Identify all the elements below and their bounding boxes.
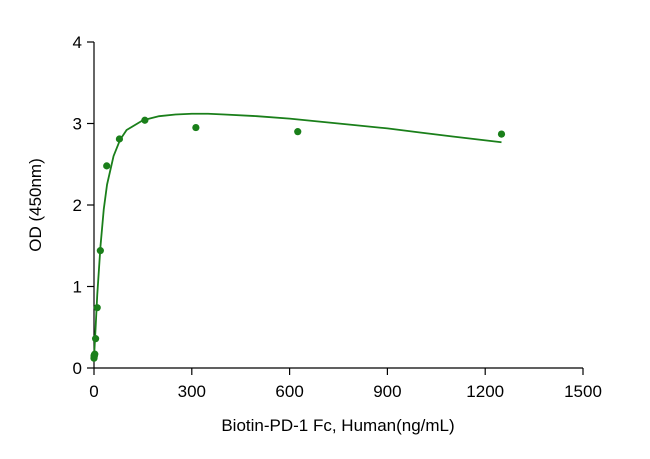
plot-area — [90, 112, 506, 362]
data-point — [141, 116, 149, 124]
y-tick-label: 3 — [73, 115, 82, 134]
data-point — [103, 162, 111, 170]
x-tick-label: 600 — [275, 382, 303, 401]
data-point — [294, 128, 302, 136]
x-tick-label: 300 — [178, 382, 206, 401]
y-tick-label: 2 — [73, 196, 82, 215]
fit-curve — [93, 112, 502, 359]
x-tick-label: 0 — [89, 382, 98, 401]
x-axis-label: Biotin-PD-1 Fc, Human(ng/mL) — [221, 416, 454, 435]
data-point — [91, 350, 99, 358]
y-axis-label: OD (450nm) — [26, 158, 45, 252]
x-tick-label: 900 — [373, 382, 401, 401]
x-tick-label: 1500 — [564, 382, 602, 401]
data-point — [91, 335, 100, 343]
y-tick-label: 4 — [73, 33, 82, 52]
x-tick-label: 1200 — [466, 382, 504, 401]
data-point — [96, 247, 104, 255]
data-point — [192, 123, 200, 132]
axes — [93, 42, 583, 369]
y-tick-label: 1 — [73, 278, 82, 297]
data-point — [93, 304, 101, 312]
x-ticks: 0 300 600 900 1200 1500 — [89, 368, 602, 401]
data-point — [115, 135, 124, 143]
data-point — [497, 130, 506, 138]
y-tick-label: 0 — [73, 359, 82, 378]
y-ticks: 0 1 2 3 4 — [73, 33, 94, 378]
